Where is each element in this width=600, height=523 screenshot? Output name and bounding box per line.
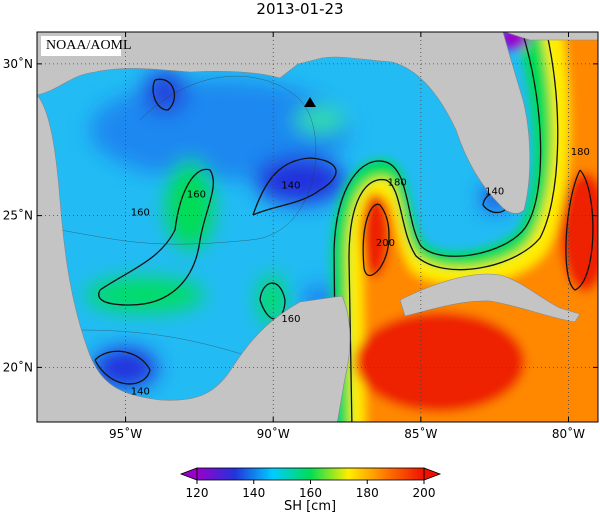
sea-height-field: 140 160 160 180 200 140 160 180 140 (37, 32, 598, 422)
contour-label: 140 (485, 186, 504, 197)
lat-tick-label: 25˚N (3, 208, 33, 223)
lon-tick-label: 85˚W (404, 426, 437, 441)
contour-label: 160 (131, 208, 150, 219)
lat-tick-label: 20˚N (3, 359, 33, 374)
lat-tick-label: 30˚N (3, 56, 33, 71)
contour-label: 160 (281, 314, 300, 325)
contour-label: 180 (571, 147, 590, 158)
station-marker (304, 97, 316, 107)
colorbar-tick-label: 180 (356, 486, 379, 500)
colorbar-low-arrow (179, 467, 198, 481)
source-label: NOAA/AOML (46, 38, 132, 53)
contour-label: 160 (187, 189, 206, 200)
colorbar-tick-label: 160 (299, 486, 322, 500)
lon-tick-label: 95˚W (109, 426, 142, 441)
map-title: 2013-01-23 (256, 0, 343, 18)
source-label-box (41, 36, 121, 56)
colorbar (196, 467, 425, 481)
contour-label: 180 (388, 177, 407, 188)
lon-tick-label: 90˚W (257, 426, 290, 441)
contour-label: 140 (131, 387, 150, 398)
colorbar-high-arrow (423, 467, 442, 481)
colorbar-tick-label: 140 (242, 486, 265, 500)
contour-label: 140 (281, 180, 300, 191)
lon-tick-label: 80˚W (552, 426, 585, 441)
map-frame (36, 31, 599, 423)
colorbar-tick-label: 120 (186, 486, 209, 500)
colorbar-tick-label: 200 (413, 486, 436, 500)
contour-label: 200 (376, 238, 395, 249)
colorbar-label: SH [cm] (284, 499, 336, 514)
